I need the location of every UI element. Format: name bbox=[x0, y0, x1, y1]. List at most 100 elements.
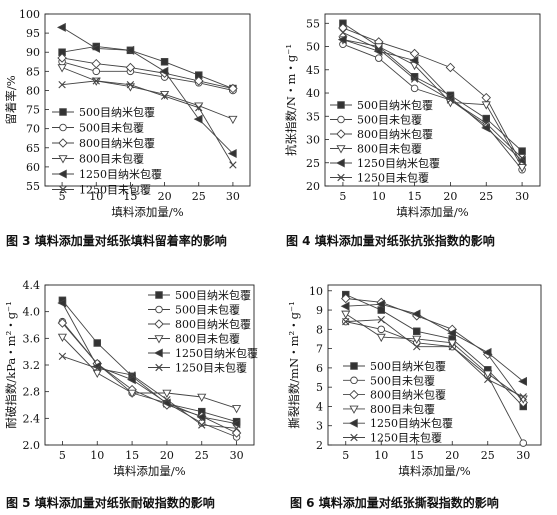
y-tick-label: 100 bbox=[19, 8, 40, 21]
data-point bbox=[337, 35, 347, 45]
series-line bbox=[342, 39, 523, 168]
legend-marker bbox=[349, 389, 359, 400]
legend-label: 800目纳米包覆 bbox=[370, 389, 446, 402]
y-tick-label: 55 bbox=[26, 180, 40, 193]
data-point bbox=[410, 75, 419, 83]
x-tick-label: 15 bbox=[123, 190, 137, 203]
legend-label: 1250目未包覆 bbox=[175, 362, 247, 375]
data-point bbox=[91, 58, 101, 69]
data-point bbox=[340, 301, 350, 311]
data-point bbox=[126, 375, 136, 385]
y-tick-label: 10 bbox=[309, 285, 323, 298]
series-line bbox=[342, 22, 523, 152]
data-point bbox=[193, 114, 203, 124]
data-point bbox=[375, 45, 383, 53]
series-line bbox=[62, 355, 237, 429]
series-line bbox=[62, 57, 234, 89]
x-tick-label: 15 bbox=[125, 449, 139, 462]
caption-fig3: 图 3 填料添加量对纸张填料留着率的影响 bbox=[6, 234, 227, 248]
y-tick-label: 85 bbox=[26, 65, 40, 78]
legend-label: 1250目未包覆 bbox=[357, 172, 429, 185]
y-tick-label: 50 bbox=[306, 41, 320, 54]
series-line bbox=[62, 336, 237, 409]
legend-marker bbox=[59, 123, 67, 132]
data-point bbox=[227, 148, 237, 159]
data-point bbox=[447, 328, 456, 338]
x-tick-label: 25 bbox=[192, 190, 206, 203]
data-point bbox=[163, 395, 171, 404]
data-point bbox=[160, 58, 169, 66]
data-point bbox=[197, 393, 207, 403]
data-point bbox=[412, 335, 422, 345]
data-point bbox=[56, 22, 66, 32]
data-point bbox=[482, 119, 490, 127]
y-tick-label: 45 bbox=[306, 64, 320, 77]
data-point bbox=[58, 81, 66, 89]
legend-marker bbox=[155, 305, 163, 314]
legend-label: 500目未包覆 bbox=[357, 114, 422, 127]
data-point bbox=[447, 339, 457, 348]
data-point bbox=[517, 164, 527, 173]
data-point bbox=[446, 96, 455, 104]
data-point bbox=[196, 412, 206, 422]
data-point bbox=[231, 419, 241, 429]
legend-label: 1250目未包覆 bbox=[79, 184, 151, 197]
data-point bbox=[125, 62, 136, 73]
series-line bbox=[345, 321, 524, 444]
data-point bbox=[58, 352, 67, 361]
x-axis-label: 填料添加量/% bbox=[396, 205, 468, 219]
legend-label: 800目未包覆 bbox=[79, 153, 144, 166]
series-line bbox=[345, 294, 524, 407]
y-tick-label: 20 bbox=[306, 180, 320, 193]
legend-marker bbox=[58, 155, 68, 164]
x-tick-label: 30 bbox=[515, 190, 529, 203]
legend-label: 1250目纳米包覆 bbox=[175, 347, 258, 360]
data-point bbox=[341, 293, 351, 304]
legend-label: 800目纳米包覆 bbox=[175, 318, 251, 331]
y-tick-label: 8 bbox=[316, 323, 323, 336]
data-point bbox=[409, 55, 419, 66]
y-axis-label: 抗张指数/N・m・g⁻¹ bbox=[284, 44, 298, 156]
data-point bbox=[377, 325, 386, 334]
y-tick-label: 35 bbox=[306, 110, 320, 123]
legend-marker bbox=[337, 115, 345, 124]
series-line bbox=[345, 313, 524, 400]
chart-3: 55 60 65 70 75 80 85 90 95 100 5 10 15 20 25 30 填料添加量/% 留… bbox=[4, 8, 251, 219]
plot-frame bbox=[44, 13, 251, 187]
series-line bbox=[62, 302, 237, 425]
y-tick-label: 2.8 bbox=[23, 386, 41, 399]
y-axis-label: 撕裂指数/mN・m²・g⁻¹ bbox=[287, 301, 301, 428]
data-point bbox=[162, 389, 172, 399]
data-point bbox=[57, 333, 67, 343]
series-line bbox=[61, 26, 234, 154]
y-tick-label: 5 bbox=[316, 381, 323, 394]
x-tick-label: 10 bbox=[90, 449, 104, 462]
legend-marker bbox=[59, 108, 67, 116]
legend-marker bbox=[335, 158, 345, 168]
legend-marker bbox=[57, 169, 67, 179]
chart-6: 2 3 4 5 6 7 8 9 10 5 10 15 20 25 30 填料添加量/% 撕裂指数/mN・m²・g… bbox=[287, 284, 542, 478]
x-tick-label: 30 bbox=[226, 190, 240, 203]
legend-label: 500目纳米包覆 bbox=[370, 360, 446, 373]
data-point bbox=[232, 424, 241, 433]
legend-label: 500目纳米包覆 bbox=[79, 106, 155, 119]
legend-marker bbox=[337, 173, 345, 182]
legend-marker bbox=[58, 138, 68, 148]
series-line bbox=[62, 300, 237, 423]
legend-label: 500目未包覆 bbox=[79, 122, 144, 135]
data-point bbox=[376, 299, 385, 309]
y-tick-label: 90 bbox=[26, 46, 40, 59]
data-point bbox=[92, 369, 102, 379]
legend-label: 500目纳米包覆 bbox=[175, 289, 251, 302]
data-point bbox=[57, 64, 67, 73]
series-line bbox=[342, 39, 523, 161]
x-tick-label: 25 bbox=[479, 190, 493, 203]
y-tick-label: 30 bbox=[306, 134, 320, 147]
legend-marker bbox=[155, 291, 163, 299]
x-tick-label: 5 bbox=[342, 449, 349, 462]
x-tick-label: 5 bbox=[339, 190, 346, 203]
series-line bbox=[342, 27, 523, 166]
data-point bbox=[160, 92, 169, 100]
data-point bbox=[57, 298, 67, 308]
